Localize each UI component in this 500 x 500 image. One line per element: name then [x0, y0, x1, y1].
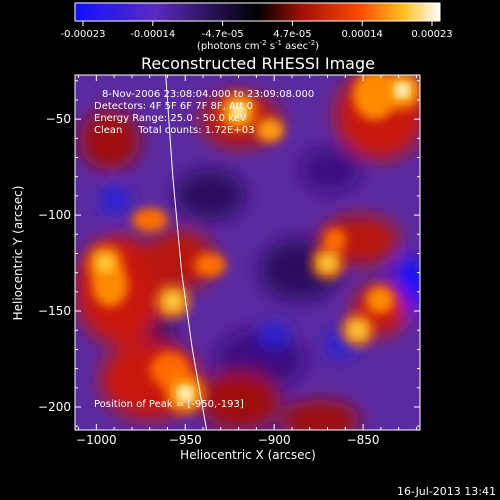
y-tick-label: −150: [38, 304, 71, 318]
y-tick-label: −200: [38, 400, 71, 414]
hot-spot: [310, 246, 345, 281]
colorbar-tick-label: -4.7e-05: [202, 29, 244, 40]
x-tick-label: −1000: [76, 433, 117, 447]
colorbar-tick-label: 0.00014: [342, 29, 383, 40]
colorbar-units: (photons cm-2 s-1 asec-2): [197, 39, 319, 52]
colorbar-tick-label: 4.7e-05: [273, 29, 311, 40]
annotation-energy: Energy Range: 25.0 - 50.0 keV: [94, 113, 247, 124]
y-axis-label: Heliocentric Y (arcsec): [11, 186, 25, 321]
x-tick-label: −900: [258, 433, 291, 447]
x-axis-ticks: −1000 −950 −900 −850: [76, 75, 417, 447]
plot-frame: [74, 74, 421, 431]
hot-spot: [219, 91, 259, 131]
colorbar-tick-label: -0.00014: [130, 29, 175, 40]
chart-title: Reconstructed RHESSI Image: [141, 54, 375, 73]
hot-spot: [340, 313, 375, 348]
annotations: 8-Nov-2006 23:08:04.000 to 23:09:08.000 …: [94, 89, 314, 410]
footer-timestamp: 16-Jul-2013 13:41: [397, 485, 496, 498]
colorbar-tick-label: 0.00023: [411, 29, 452, 40]
hot-spot: [86, 244, 124, 282]
annotation-time: 8-Nov-2006 23:08:04.000 to 23:09:08.000: [102, 89, 314, 100]
hot-spot: [381, 75, 420, 111]
colorbar: [74, 2, 441, 22]
y-tick-label: −100: [38, 208, 71, 222]
x-tick-label: −850: [347, 433, 380, 447]
solar-limb-line: [165, 75, 208, 430]
y-tick-label: −50: [46, 112, 71, 126]
y-axis-ticks: −50 −100 −150 −200: [38, 80, 420, 427]
annotation-counts: Clean Total counts: 1.72E+03: [94, 125, 254, 136]
x-tick-label: −950: [169, 433, 202, 447]
hot-spot: [164, 372, 207, 415]
annotation-detectors: Detectors: 4F 5F 6F 7F 8F, Att 0: [94, 101, 253, 112]
colorbar-tick-label: -0.00023: [61, 29, 106, 40]
hot-spots: [86, 75, 420, 415]
hot-spot: [154, 283, 191, 320]
colorbar-ticks: -0.00023 -0.00014 -4.7e-05 4.7e-05 0.00014 0.…: [61, 21, 453, 40]
image-area: [75, 75, 420, 430]
x-axis-label: Heliocentric X (arcsec): [180, 448, 316, 462]
peak-label: Position of Peak = [-950,-193]: [94, 399, 244, 410]
